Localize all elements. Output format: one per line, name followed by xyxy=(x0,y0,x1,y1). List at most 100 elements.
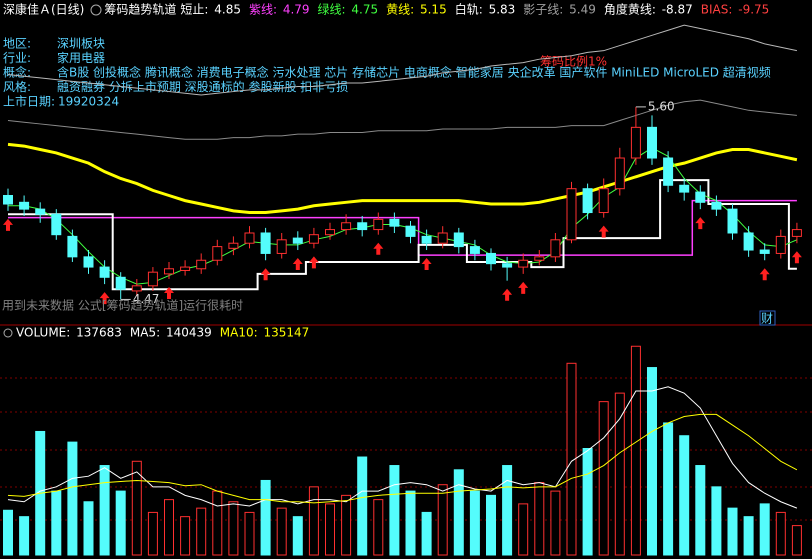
volume-bar xyxy=(759,503,770,556)
volume-bar xyxy=(341,494,352,556)
legend-label: 紫线: xyxy=(249,3,281,17)
volume-bar xyxy=(630,345,641,556)
candle-body xyxy=(276,239,287,254)
candle-body xyxy=(679,184,690,193)
candle-body xyxy=(389,218,400,227)
volume-bar xyxy=(663,422,674,556)
indicator-name: 筹码趋势轨道 xyxy=(104,3,176,17)
volume-bar xyxy=(679,435,690,556)
buy-signal xyxy=(791,251,802,264)
buy-signal xyxy=(292,258,303,271)
candle-body xyxy=(196,259,207,270)
candle-body xyxy=(3,195,13,205)
candle-body xyxy=(502,263,513,268)
candle-body xyxy=(357,222,368,231)
volume-bar xyxy=(276,507,287,556)
candle-body xyxy=(759,249,770,254)
info-text: 19920324 xyxy=(58,95,119,109)
volume-bar xyxy=(3,509,13,556)
candle-body xyxy=(51,213,62,236)
volume-bar xyxy=(164,499,174,556)
footnote: 用到未来数据 公式[筹码趋势轨道]运行很耗时 xyxy=(2,298,243,313)
volume-bar xyxy=(775,511,786,556)
candle-body xyxy=(550,239,561,258)
candle-body xyxy=(147,271,158,287)
volume-bar xyxy=(212,490,223,556)
candle-body xyxy=(518,259,529,268)
buy-signal xyxy=(99,292,110,305)
candle-body xyxy=(308,234,319,244)
info-text: 家用电器 xyxy=(57,50,105,65)
volume-bar xyxy=(791,525,802,556)
legend-value: -8.87 xyxy=(662,3,693,17)
legend-value: 5.83 xyxy=(489,3,516,17)
badge-box xyxy=(759,310,776,326)
low-annotation: 4.47 xyxy=(133,292,160,306)
candle-body xyxy=(534,256,545,261)
buy-signal xyxy=(502,288,513,301)
info-text: 融资融券 分拆上市预期 深股通标的 参股新股 扣非亏损 xyxy=(57,79,348,94)
legend-value: 4.85 xyxy=(214,3,241,17)
candle-body xyxy=(405,225,416,237)
volume-bar xyxy=(550,490,561,556)
indicator-line xyxy=(8,147,798,285)
legend-label: 角度黄线: xyxy=(604,2,660,17)
candle-body xyxy=(614,157,625,190)
volume-bar xyxy=(421,511,432,556)
legend-label: BIAS: xyxy=(701,3,736,17)
buy-signal xyxy=(260,268,271,281)
legend-label: 影子线: xyxy=(523,3,567,17)
legend-value: -9.75 xyxy=(738,3,769,17)
volume-bar xyxy=(598,401,609,556)
buy-signal xyxy=(373,242,384,255)
legend-label: 黄线: xyxy=(386,3,418,17)
volume-bar xyxy=(99,465,110,556)
candle-body xyxy=(67,235,78,258)
candle-body xyxy=(711,201,722,210)
volume-bar xyxy=(502,465,513,556)
candle-body xyxy=(647,126,657,159)
info-label: 概念: xyxy=(3,65,31,80)
candle-body xyxy=(35,208,46,215)
volume-bar xyxy=(83,501,94,556)
candle-body xyxy=(437,232,448,244)
buy-signal xyxy=(421,258,432,271)
candle-body xyxy=(244,232,255,244)
candle-body xyxy=(421,235,432,244)
candle-body xyxy=(19,201,30,210)
candle-body xyxy=(131,285,142,292)
info-label: 行业: xyxy=(3,51,31,65)
volume-bar xyxy=(180,516,191,556)
volume-bar xyxy=(308,486,319,556)
volume-bar xyxy=(373,499,384,556)
volume-bar xyxy=(614,392,625,556)
info-label: 地区: xyxy=(3,37,31,51)
legend-value: 5.15 xyxy=(420,3,447,17)
volume-bar xyxy=(115,490,126,556)
indicator-icon xyxy=(90,4,102,16)
candle-body xyxy=(292,237,303,244)
volume-bar xyxy=(711,486,722,556)
candle-body xyxy=(598,188,609,214)
candle-body xyxy=(260,232,271,254)
volume-bar xyxy=(131,460,142,556)
candle-body xyxy=(727,208,738,234)
volume-bar xyxy=(389,465,400,556)
indicator-line xyxy=(7,99,797,140)
volume-bar xyxy=(244,511,255,556)
volume-bar xyxy=(357,456,368,556)
candle-body xyxy=(566,188,577,241)
candle-body xyxy=(212,246,223,261)
legend-value: 140439 xyxy=(166,326,212,340)
candle-body xyxy=(325,229,335,236)
info-text: 含B股 创投概念 腾讯概念 消费电子概念 污水处理 芯片 存储芯片 电商概念 智… xyxy=(57,65,771,80)
volume-bar xyxy=(695,465,706,556)
volume-bar xyxy=(486,494,496,556)
buy-signal xyxy=(3,218,13,231)
legend-label: 绿线: xyxy=(318,2,350,17)
legend-value: 4.75 xyxy=(351,3,378,17)
volume-bar xyxy=(534,482,545,556)
volume-bar xyxy=(147,511,158,556)
candle-body xyxy=(115,276,126,290)
